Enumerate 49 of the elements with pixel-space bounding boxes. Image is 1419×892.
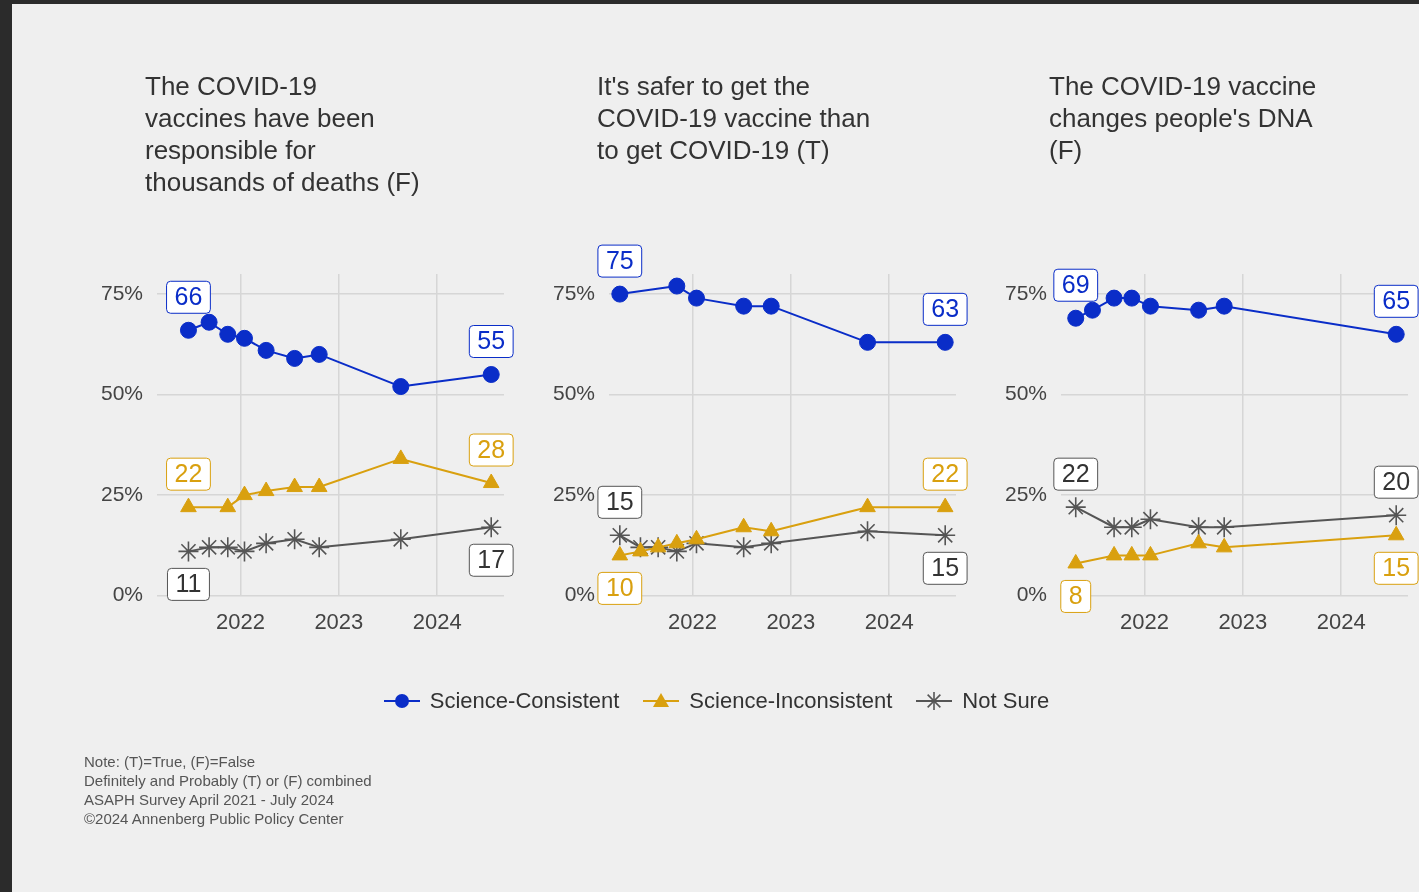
data-label: 15 — [1382, 553, 1411, 582]
legend-label: Science-Consistent — [429, 688, 620, 714]
legend-label: Science-Inconsistent — [689, 688, 893, 714]
x-tick-label: 2022 — [1120, 608, 1170, 634]
text: Definitely and Probably (T) or (F) combined — [84, 771, 372, 790]
legend-label: Not Sure — [962, 688, 1050, 714]
data-label: 15 — [605, 487, 634, 516]
data-label: 55 — [477, 326, 506, 355]
data-label: 69 — [1061, 270, 1090, 299]
y-tick-label: 75% — [552, 280, 595, 304]
x-tick-label: 2024 — [1316, 608, 1366, 634]
y-tick-label: 25% — [1004, 481, 1047, 505]
data-label: 11 — [175, 569, 202, 598]
y-tick-label: 50% — [1004, 381, 1047, 405]
data-label: 10 — [605, 573, 634, 602]
y-tick-label: 0% — [112, 582, 143, 606]
data-label: 8 — [1068, 581, 1083, 610]
y-tick-label: 75% — [100, 280, 143, 304]
data-label: 28 — [477, 434, 506, 463]
text: ASAPH Survey April 2021 - July 2024 — [84, 790, 336, 809]
data-label: 20 — [1382, 467, 1411, 496]
data-label: 15 — [931, 553, 960, 582]
data-label: 65 — [1382, 286, 1411, 315]
y-tick-label: 25% — [552, 481, 595, 505]
x-tick-label: 2024 — [412, 608, 462, 634]
y-tick-label: 75% — [1004, 280, 1047, 304]
y-tick-label: 25% — [100, 481, 143, 505]
x-tick-label: 2023 — [766, 608, 816, 634]
x-tick-label: 2023 — [1218, 608, 1268, 634]
data-label: 22 — [1061, 459, 1090, 488]
data-label: 22 — [931, 459, 960, 488]
chart-title: The COVID-19 vaccines have been responsible for thousands of deaths (F) — [145, 70, 420, 198]
data-label: 17 — [477, 545, 506, 574]
y-tick-label: 0% — [564, 582, 595, 606]
text: Note: (T)=True, (F)=False — [84, 752, 257, 771]
text: ©2024 Annenberg Public Policy Center — [84, 809, 345, 828]
data-label: 66 — [174, 282, 203, 311]
data-label: 75 — [605, 245, 634, 274]
data-label: 22 — [174, 459, 203, 488]
chart-title: The COVID-19 vaccine changes people's DNA (F) — [1049, 70, 1318, 166]
x-tick-label: 2022 — [216, 608, 266, 634]
x-tick-label: 2022 — [668, 608, 718, 634]
x-tick-label: 2023 — [314, 608, 364, 634]
x-tick-label: 2024 — [864, 608, 914, 634]
data-label: 63 — [931, 294, 960, 323]
chart-title: It's safer to get the COVID-19 vaccine than to get COVID-19 (T) — [597, 70, 872, 166]
y-tick-label: 50% — [100, 381, 143, 405]
y-tick-label: 0% — [1016, 582, 1047, 606]
y-tick-label: 50% — [552, 381, 595, 405]
